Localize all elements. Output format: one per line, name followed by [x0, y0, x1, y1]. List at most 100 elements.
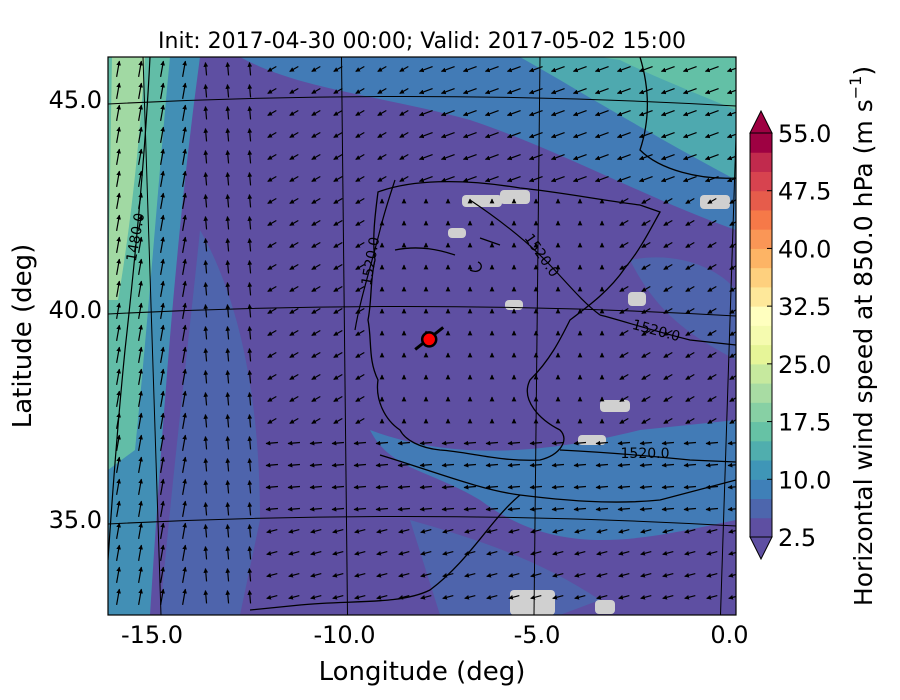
colorbar-segment: [750, 402, 772, 423]
wind-arrow: [289, 65, 299, 73]
wind-arrow: [684, 572, 696, 578]
wind-arrow: [138, 500, 144, 517]
colorbar-frame: [749, 132, 773, 538]
wind-arrow: [572, 154, 587, 161]
colorbar-segment: [750, 363, 772, 384]
wind-arrow: [550, 132, 565, 139]
wind-arrow: [419, 506, 433, 512]
wind-arrow: [225, 216, 231, 230]
wind-arrow: [311, 285, 321, 293]
wind-arrow: [138, 588, 144, 605]
wind-arrow: [247, 238, 253, 252]
wind-arrow: [116, 522, 122, 539]
wind-arrow: [116, 192, 122, 209]
wind-arrow: [203, 128, 209, 142]
wind-arrow: [247, 194, 253, 208]
wind-arrow: [288, 528, 300, 534]
wind-arrow: [225, 436, 231, 450]
wind-arrow: [375, 506, 389, 512]
wind-arrow: [463, 484, 477, 490]
wind-arrow: [225, 194, 231, 208]
wind-arrow: [663, 329, 673, 337]
wind-arrow: [486, 528, 498, 534]
wind-arrow: [419, 462, 433, 468]
wind-arrow: [442, 528, 454, 534]
wind-arrow: [704, 154, 719, 161]
wind-arrow: [619, 197, 629, 205]
wind-arrow: [289, 417, 299, 425]
y-tick-label: 35.0: [49, 506, 102, 534]
contour-line: [559, 449, 736, 463]
location-marker: [414, 326, 445, 351]
wind-arrow: [662, 594, 674, 600]
wind-arrow: [289, 329, 299, 337]
wind-arrow: [419, 484, 433, 490]
wind-arrow: [707, 219, 717, 227]
wind-arrow: [638, 132, 653, 139]
wind-arrow: [333, 131, 343, 139]
wind-arrow: [225, 414, 231, 428]
wind-arrow: [311, 395, 321, 403]
wind-arrow: [116, 258, 122, 275]
wind-arrow: [160, 434, 166, 451]
wind-arrow: [638, 154, 653, 161]
wind-arrow: [464, 528, 476, 534]
wind-arrow: [550, 176, 565, 183]
wind-arrow: [660, 154, 675, 161]
wind-arrow: [116, 302, 122, 319]
wind-arrow: [463, 440, 477, 446]
masked-patch: [462, 195, 502, 207]
colorbar-segment: [750, 267, 772, 288]
wind-arrow: [726, 89, 736, 95]
wind-arrow: [729, 375, 736, 381]
wind-arrow: [377, 175, 387, 183]
wind-arrow: [182, 390, 188, 407]
wind-arrow: [685, 395, 695, 403]
colorbar-segment: [750, 498, 772, 519]
masked-patch: [595, 600, 615, 614]
wind-arrow: [375, 462, 389, 468]
wind-arrow: [619, 307, 629, 315]
wind-arrow: [225, 84, 231, 98]
wind-arrow: [225, 172, 231, 186]
wind-arrow: [641, 417, 651, 425]
wind-arrow: [506, 110, 521, 117]
wind-arrow: [440, 154, 455, 161]
wind-arrow: [160, 236, 166, 253]
wind-arrow: [418, 88, 433, 95]
wind-arrow: [182, 214, 188, 231]
wind-arrow: [705, 506, 719, 512]
wind-arrow: [309, 440, 323, 446]
wind-arrow: [616, 66, 631, 73]
wind-arrow: [247, 502, 253, 516]
wind-arrow: [203, 106, 209, 120]
wind-arrow: [685, 417, 695, 425]
wind-arrow: [661, 462, 675, 468]
wind-arrow: [203, 172, 209, 186]
wind-arrow: [266, 594, 278, 600]
wind-arrow: [160, 126, 166, 143]
wind-arrow: [618, 572, 630, 578]
wind-arrow: [311, 131, 321, 139]
wind-arrow: [399, 175, 409, 183]
wind-arrow: [660, 176, 675, 183]
wind-arrow: [182, 126, 188, 143]
wind-arrow: [398, 594, 410, 600]
colorbar-tick-label: 40.0: [778, 235, 831, 263]
wind-arrow: [707, 285, 717, 293]
colorbar-segment: [750, 171, 772, 192]
wind-arrow: [353, 462, 367, 468]
wind-arrow: [267, 395, 277, 403]
wind-arrow: [310, 550, 322, 556]
wind-arrow: [289, 175, 299, 183]
wind-arrow: [160, 368, 166, 385]
y-axis-label: Latitude (deg): [8, 244, 38, 429]
wind-arrow: [682, 176, 697, 183]
wind-arrow: [289, 219, 299, 227]
wind-arrow: [311, 197, 321, 205]
wind-arrow: [529, 440, 543, 446]
wind-arrow: [288, 550, 300, 556]
wind-arrow: [225, 392, 231, 406]
contour-line: [108, 57, 151, 561]
wind-arrow: [440, 88, 455, 95]
